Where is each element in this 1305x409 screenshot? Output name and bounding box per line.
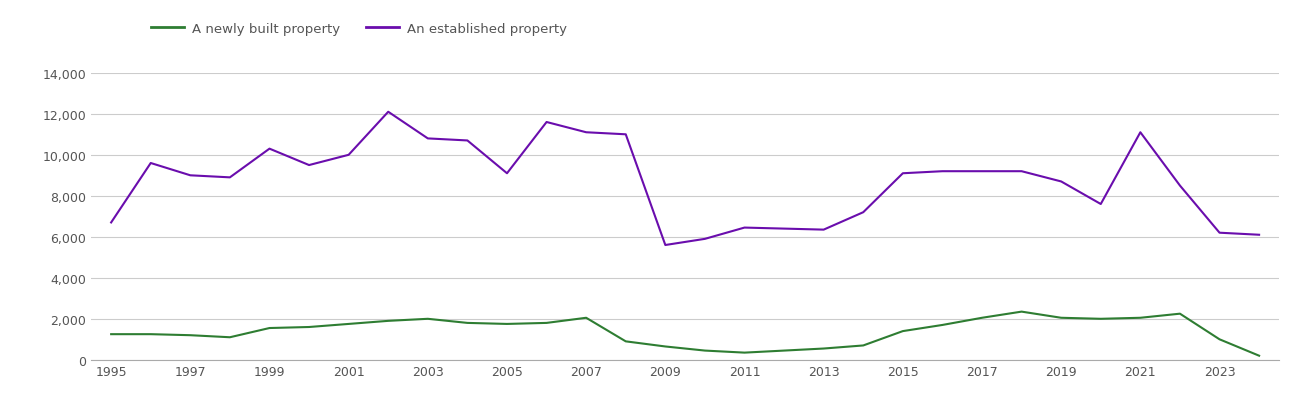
A newly built property (500, 321, 515, 326)
A newly built property (856, 343, 872, 348)
A newly built property (578, 316, 594, 321)
A newly built property (420, 317, 436, 321)
Legend: A newly built property, An established property: A newly built property, An established p… (145, 17, 573, 41)
A newly built property (1251, 353, 1267, 358)
An established property (776, 227, 792, 231)
A newly built property (144, 332, 159, 337)
An established property (262, 147, 278, 152)
An established property (619, 133, 634, 137)
An established property (1094, 202, 1109, 207)
A newly built property (1212, 337, 1228, 342)
An established property (1014, 169, 1030, 174)
A newly built property (301, 325, 317, 330)
An established property (658, 243, 673, 248)
An established property (1172, 184, 1188, 189)
An established property (144, 161, 159, 166)
A newly built property (737, 350, 753, 355)
An established property (1251, 233, 1267, 238)
An established property (856, 210, 872, 215)
A newly built property (776, 348, 792, 353)
An established property (103, 220, 119, 225)
A newly built property (1053, 316, 1069, 321)
A newly built property (183, 333, 198, 338)
An established property (1053, 180, 1069, 184)
An established property (578, 130, 594, 135)
An established property (737, 225, 753, 230)
A newly built property (934, 323, 950, 328)
An established property (183, 173, 198, 178)
A newly built property (1133, 316, 1148, 321)
An established property (895, 171, 911, 176)
A newly built property (816, 346, 831, 351)
A newly built property (1094, 317, 1109, 321)
A newly built property (1172, 312, 1188, 317)
An established property (934, 169, 950, 174)
Line: An established property: An established property (111, 112, 1259, 245)
A newly built property (975, 316, 990, 321)
Line: A newly built property: A newly built property (111, 312, 1259, 356)
A newly built property (697, 348, 713, 353)
A newly built property (459, 321, 475, 326)
A newly built property (222, 335, 238, 340)
A newly built property (381, 319, 397, 324)
An established property (222, 175, 238, 180)
A newly built property (262, 326, 278, 330)
An established property (301, 163, 317, 168)
A newly built property (341, 321, 356, 326)
An established property (500, 171, 515, 176)
An established property (816, 227, 831, 232)
An established property (697, 237, 713, 242)
An established property (1212, 231, 1228, 236)
A newly built property (619, 339, 634, 344)
An established property (341, 153, 356, 158)
An established property (1133, 130, 1148, 135)
An established property (420, 137, 436, 142)
A newly built property (658, 344, 673, 349)
A newly built property (103, 332, 119, 337)
An established property (539, 120, 555, 125)
A newly built property (1014, 309, 1030, 314)
An established property (459, 139, 475, 144)
An established property (381, 110, 397, 115)
A newly built property (895, 329, 911, 334)
A newly built property (539, 321, 555, 326)
An established property (975, 169, 990, 174)
